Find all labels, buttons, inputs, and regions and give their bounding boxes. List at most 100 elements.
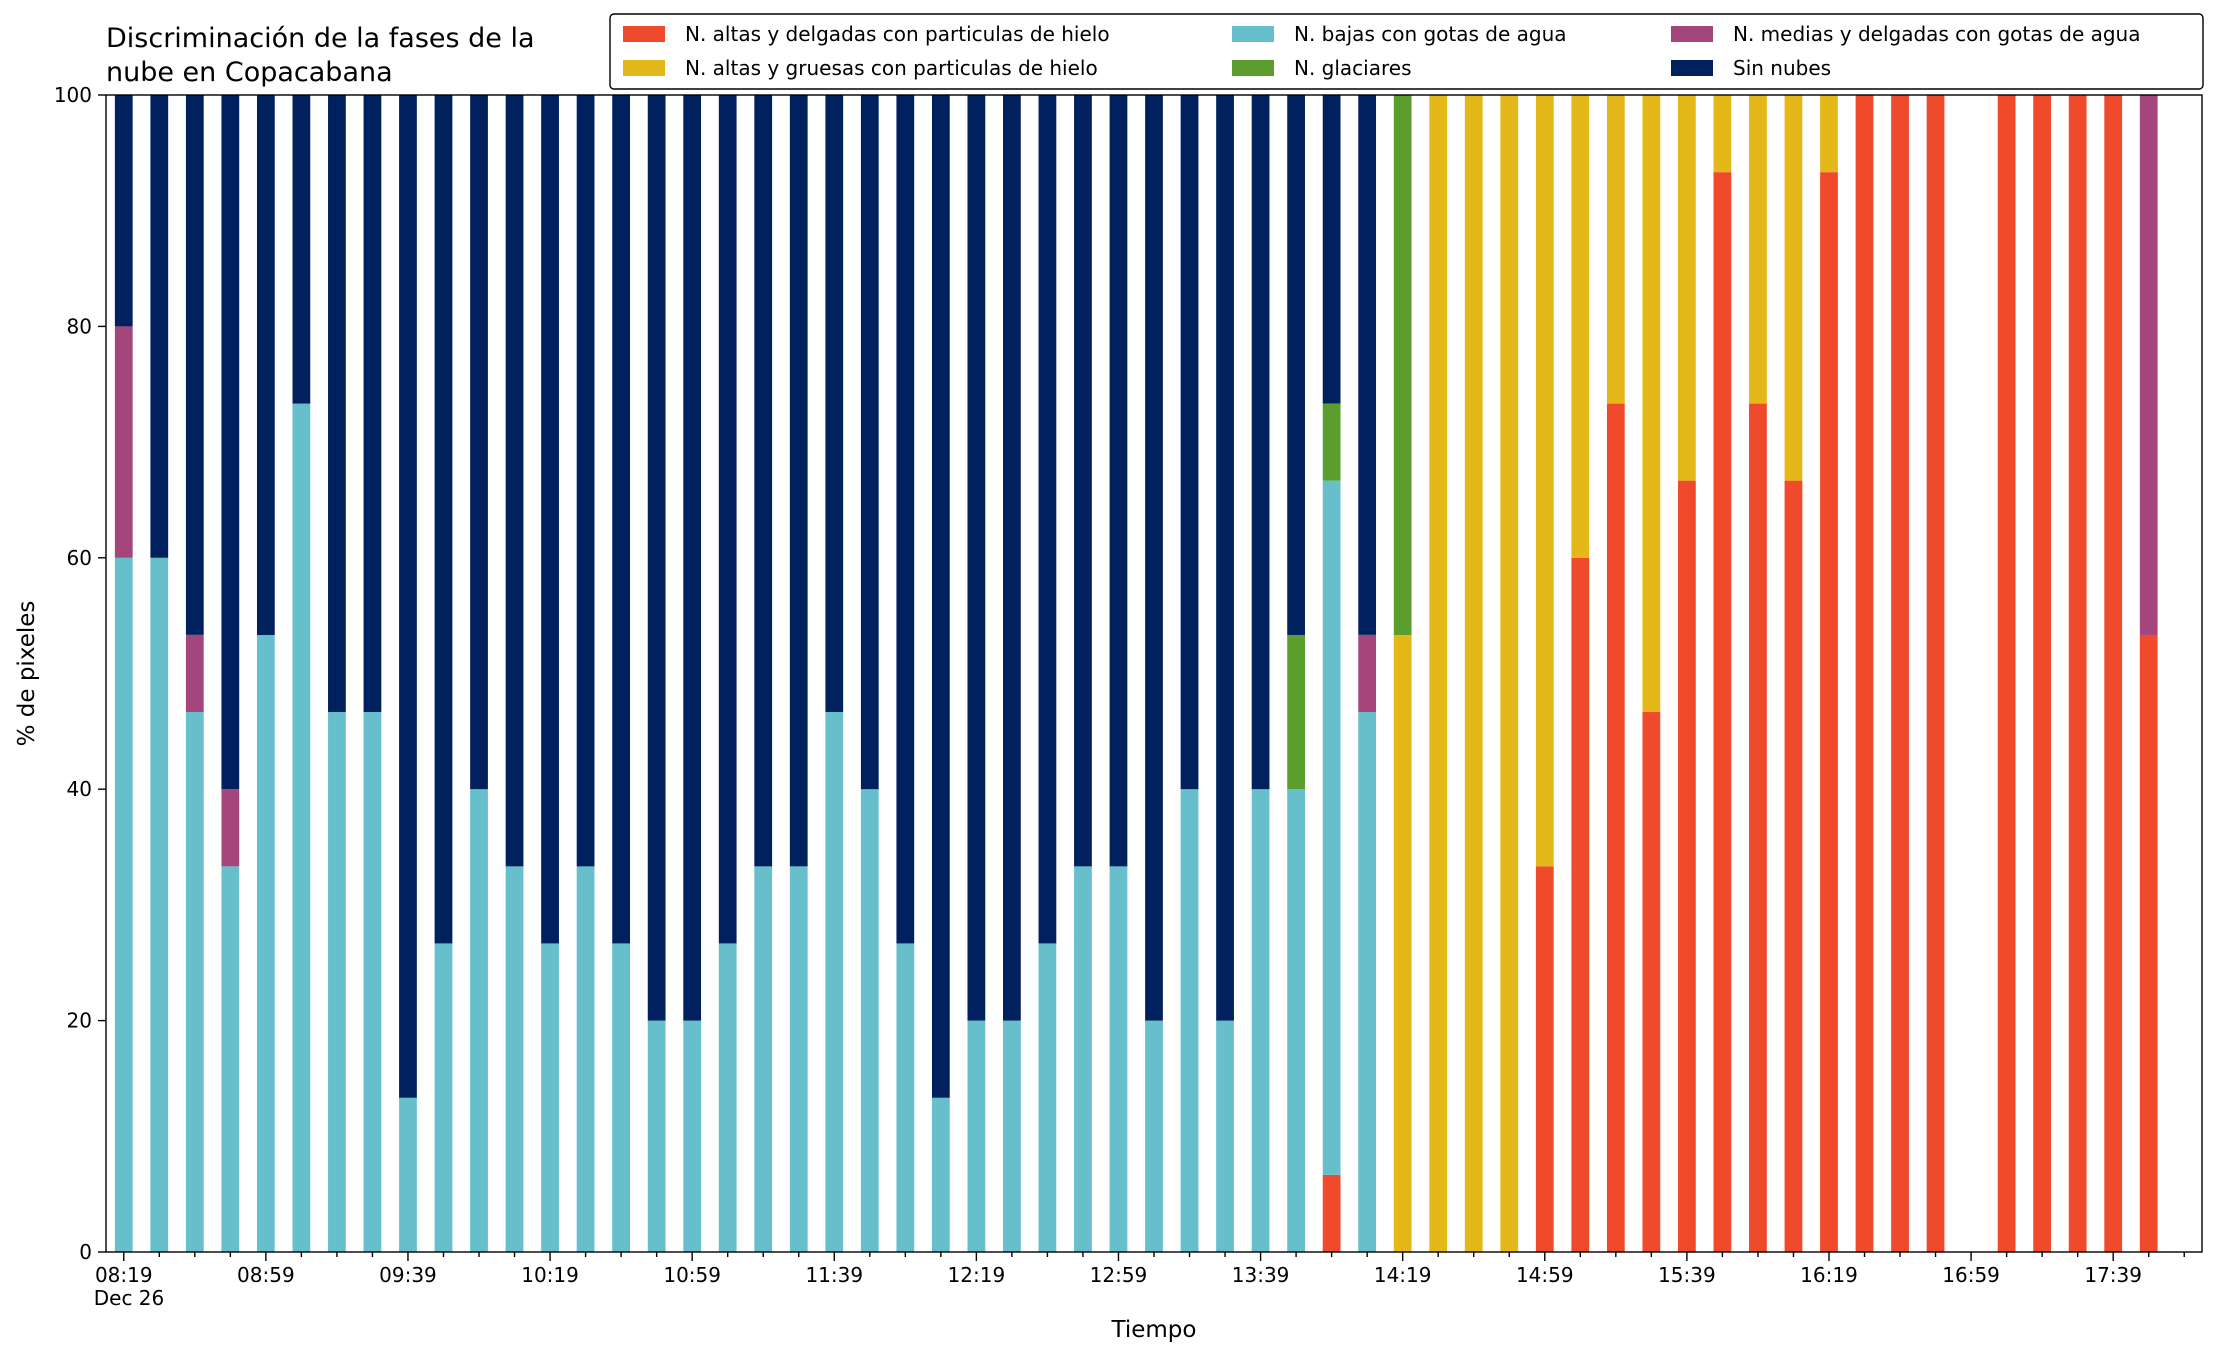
bar-segment [1855, 95, 1874, 1252]
y-tick-label: 100 [54, 83, 92, 107]
bar-segment [1678, 480, 1696, 1252]
bar-segment [1074, 95, 1092, 867]
bar-segment [612, 943, 630, 1252]
bar-segment [2068, 95, 2087, 1252]
bar-segment [1997, 95, 2016, 1252]
bar-segment [150, 557, 169, 1252]
bar-segment [789, 866, 808, 1252]
x-tick-label: 10:19 [521, 1263, 579, 1287]
legend-swatch [623, 26, 665, 42]
bar-segment [541, 943, 559, 1252]
y-tick-label: 60 [67, 546, 92, 570]
bar-segment [1109, 866, 1128, 1252]
bar-segment [221, 866, 240, 1252]
bar-segment [1820, 95, 1838, 173]
x-tick-label: 12:19 [948, 1263, 1006, 1287]
bar-segment [1322, 480, 1341, 1175]
bar-segment [967, 95, 986, 1021]
bar-segment [683, 95, 702, 1021]
bar-segment [1216, 95, 1234, 1021]
bar-segment [1145, 95, 1163, 1021]
bar-segment [114, 95, 133, 327]
bar-segment [1322, 94, 1341, 404]
x-tick-label: 11:39 [805, 1263, 863, 1287]
y-tick-label: 0 [79, 1240, 92, 1264]
y-tick-label: 40 [67, 777, 92, 801]
legend-swatch [623, 60, 665, 76]
bar-segment [470, 789, 488, 1252]
bar-segment [1891, 95, 1909, 1252]
bar-segment [1749, 403, 1767, 1252]
bar-segment [2104, 95, 2123, 1252]
bar-segment [1358, 94, 1377, 635]
bar-segment [1216, 1020, 1234, 1252]
legend-label: N. altas y gruesas con particulas de hie… [685, 56, 1098, 80]
bar-segment [292, 403, 311, 1252]
bar-segment [931, 95, 950, 1098]
legend-label: N. medias y delgadas con gotas de agua [1733, 22, 2141, 46]
x-tick-label: 12:59 [1090, 1263, 1148, 1287]
bar-segment [221, 95, 240, 790]
legend-label: Sin nubes [1733, 56, 1831, 80]
bar-segment [1003, 1020, 1021, 1252]
bar-segment [1003, 95, 1021, 1021]
bar-segment [718, 943, 737, 1252]
bar-segment [1571, 95, 1590, 558]
x-tick-label: 13:39 [1232, 1263, 1290, 1287]
bar-segment [1038, 943, 1057, 1252]
bar-segment [292, 95, 311, 404]
bar-segment [1358, 634, 1377, 713]
axes-frame [105, 94, 2203, 1253]
bar-segment [1358, 712, 1377, 1252]
bar-segment [825, 712, 844, 1252]
bar-segment [1322, 1174, 1341, 1252]
legend-swatch [1671, 26, 1713, 42]
bar-segment [505, 95, 524, 867]
bar-segment [754, 866, 773, 1252]
bar-segment [1287, 634, 1305, 790]
bar-segment [328, 95, 346, 713]
bar-segment [2139, 634, 2158, 1252]
bar-segment [1784, 480, 1803, 1252]
legend-label: N. altas y delgadas con particulas de hi… [685, 22, 1110, 46]
bar-segment [1109, 95, 1128, 867]
bar-segment [1642, 95, 1661, 713]
bar-segment [221, 789, 240, 867]
bar-segment [1713, 95, 1732, 173]
x-axis-label: Tiempo [1111, 1317, 1197, 1343]
x-tick-label: 08:19 [95, 1263, 153, 1287]
bar-segment [256, 95, 275, 635]
legend-label: N. glaciares [1294, 56, 1412, 80]
chart-title: Discriminación de la fases de la nube en… [106, 23, 535, 88]
bar-segment [399, 1097, 417, 1252]
bar-segment [328, 712, 346, 1252]
x-tick-label: 08:59 [237, 1263, 295, 1287]
bar-segment [967, 1020, 986, 1252]
x-tick-label: 10:59 [663, 1263, 721, 1287]
bar-segment [1535, 95, 1554, 867]
bar-segment [185, 712, 204, 1252]
bar-segment [647, 1020, 666, 1252]
bar-segment [1571, 557, 1590, 1252]
bar-segment [860, 95, 879, 790]
bar-segment [1251, 95, 1270, 790]
bar-segment [647, 95, 666, 1021]
bar-segment [363, 712, 382, 1252]
legend-swatch [1232, 26, 1274, 42]
x-tick-label: 17:39 [2084, 1263, 2142, 1287]
bar-segment [1393, 634, 1412, 1252]
x-sublabel: Dec 26 [94, 1286, 165, 1310]
bar-segment [576, 95, 595, 867]
bar-segment [1287, 789, 1305, 1252]
bar-segment [363, 95, 382, 713]
y-tick-label: 20 [67, 1009, 92, 1033]
bar-segment [150, 95, 169, 558]
x-tick-label: 16:59 [1942, 1263, 2000, 1287]
bar-segment [1749, 95, 1767, 404]
bar-segment [1287, 95, 1305, 635]
bar-segment [1038, 95, 1057, 944]
x-tick-label: 14:59 [1516, 1263, 1574, 1287]
legend-swatch [1671, 60, 1713, 76]
